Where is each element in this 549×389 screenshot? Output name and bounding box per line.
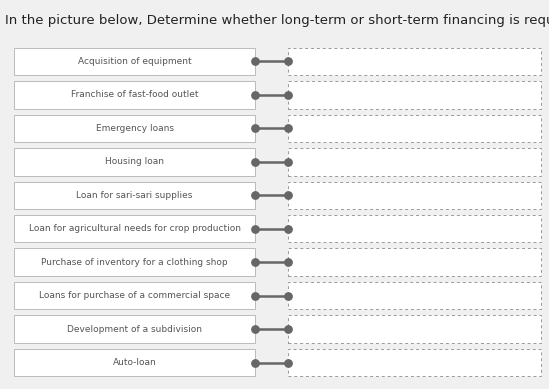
Text: Loan for sari-sari supplies: Loan for sari-sari supplies [76, 191, 193, 200]
Point [284, 92, 293, 98]
FancyBboxPatch shape [288, 249, 541, 276]
FancyBboxPatch shape [288, 349, 541, 376]
Point [284, 58, 293, 65]
FancyBboxPatch shape [288, 148, 541, 175]
FancyBboxPatch shape [14, 349, 255, 376]
Point [251, 226, 260, 232]
Point [251, 293, 260, 299]
FancyBboxPatch shape [288, 48, 541, 75]
FancyBboxPatch shape [14, 148, 255, 175]
Point [251, 359, 260, 366]
Point [284, 326, 293, 332]
Point [251, 58, 260, 65]
Point [284, 259, 293, 265]
Text: Development of a subdivision: Development of a subdivision [67, 324, 202, 334]
Point [251, 192, 260, 198]
Point [251, 92, 260, 98]
Point [284, 359, 293, 366]
FancyBboxPatch shape [288, 282, 541, 309]
FancyBboxPatch shape [288, 315, 541, 343]
Text: Auto-loan: Auto-loan [113, 358, 156, 367]
FancyBboxPatch shape [14, 182, 255, 209]
FancyBboxPatch shape [288, 215, 541, 242]
Text: Acquisition of equipment: Acquisition of equipment [78, 57, 191, 66]
Text: Housing loan: Housing loan [105, 157, 164, 166]
Point [284, 226, 293, 232]
Point [251, 125, 260, 131]
Text: Franchise of fast-food outlet: Franchise of fast-food outlet [71, 90, 198, 100]
FancyBboxPatch shape [14, 282, 255, 309]
FancyBboxPatch shape [14, 215, 255, 242]
FancyBboxPatch shape [288, 81, 541, 109]
FancyBboxPatch shape [14, 249, 255, 276]
FancyBboxPatch shape [14, 315, 255, 343]
Point [284, 192, 293, 198]
Point [284, 125, 293, 131]
Text: Loan for agricultural needs for crop production: Loan for agricultural needs for crop pro… [29, 224, 240, 233]
Point [251, 259, 260, 265]
Point [251, 326, 260, 332]
FancyBboxPatch shape [288, 115, 541, 142]
Point [284, 159, 293, 165]
FancyBboxPatch shape [288, 182, 541, 209]
Text: In the picture below, Determine whether long-term or short-term financing is req: In the picture below, Determine whether … [5, 14, 549, 26]
FancyBboxPatch shape [14, 81, 255, 109]
Point [284, 293, 293, 299]
Point [251, 159, 260, 165]
FancyBboxPatch shape [14, 48, 255, 75]
Text: Emergency loans: Emergency loans [96, 124, 173, 133]
FancyBboxPatch shape [14, 115, 255, 142]
Text: Loans for purchase of a commercial space: Loans for purchase of a commercial space [39, 291, 230, 300]
Text: Purchase of inventory for a clothing shop: Purchase of inventory for a clothing sho… [41, 258, 228, 267]
